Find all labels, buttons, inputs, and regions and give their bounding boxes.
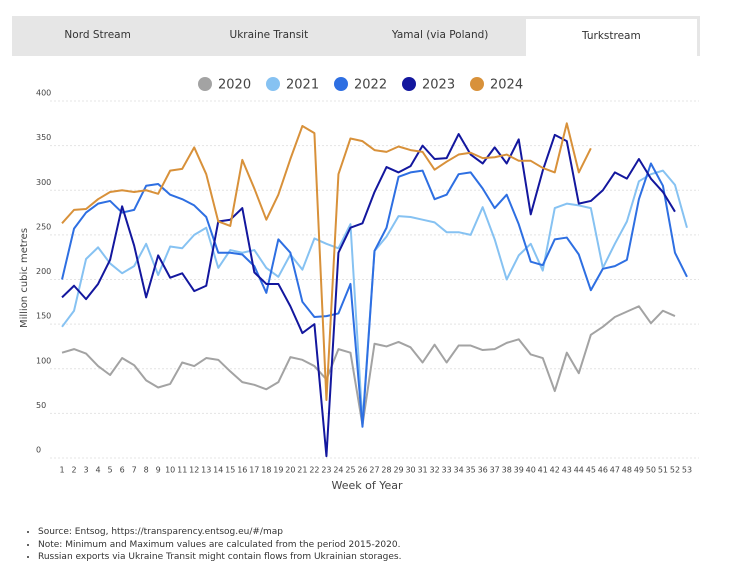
- x-tick-label: 25: [345, 466, 355, 475]
- series-line: [61, 122, 592, 401]
- x-tick-label: 22: [309, 466, 319, 475]
- x-tick-label: 41: [538, 466, 548, 475]
- x-tick-label: 42: [550, 466, 560, 475]
- x-tick-label: 46: [598, 466, 608, 475]
- x-tick-label: 1: [59, 466, 64, 475]
- y-tick-label: 350: [36, 133, 51, 142]
- x-tick-label: 9: [156, 466, 161, 475]
- x-tick-label: 12: [189, 466, 199, 475]
- legend-label: 2022: [354, 78, 387, 93]
- x-tick-label: 37: [490, 466, 500, 475]
- x-tick-label: 48: [622, 466, 632, 475]
- x-tick-label: 3: [84, 466, 89, 475]
- y-tick-label: 50: [36, 401, 46, 410]
- y-axis-label: Million cubic metres: [19, 228, 30, 328]
- x-tick-label: 16: [237, 466, 247, 475]
- x-tick-label: 5: [108, 466, 113, 475]
- legend-label: 2020: [218, 78, 251, 93]
- x-tick-label: 39: [514, 466, 524, 475]
- x-tick-label: 18: [261, 466, 271, 475]
- y-tick-label: 0: [36, 446, 41, 455]
- x-tick-label: 8: [144, 466, 149, 475]
- x-tick-label: 4: [96, 466, 101, 475]
- x-tick-label: 33: [442, 466, 452, 475]
- tab[interactable]: Yamal (via Poland): [391, 29, 489, 41]
- x-tick-label: 21: [297, 466, 307, 475]
- series-line: [61, 305, 676, 426]
- x-tick-label: 51: [658, 466, 668, 475]
- x-tick-label: 7: [132, 466, 137, 475]
- series-line: [61, 133, 676, 458]
- x-tick-label: 35: [466, 466, 476, 475]
- note: Note: Minimum and Maximum values are cal…: [38, 539, 401, 552]
- tab[interactable]: Ukraine Transit: [229, 29, 309, 41]
- x-tick-label: 2: [71, 466, 76, 475]
- note: Russian exports via Ukraine Transit migh…: [38, 551, 401, 564]
- x-tick-label: 23: [321, 466, 331, 475]
- legend-marker: [402, 77, 416, 91]
- x-tick-label: 28: [381, 466, 391, 475]
- x-tick-label: 24: [333, 466, 343, 475]
- legend-marker: [470, 77, 484, 91]
- y-tick-label: 250: [36, 222, 51, 231]
- x-tick-label: 17: [249, 466, 259, 475]
- x-tick-label: 26: [357, 466, 367, 475]
- x-tick-label: 36: [478, 466, 488, 475]
- legend-label: 2023: [422, 78, 455, 93]
- legend-label: 2024: [490, 78, 523, 93]
- x-tick-label: 50: [646, 466, 656, 475]
- x-tick-label: 47: [610, 466, 620, 475]
- y-tick-label: 400: [36, 89, 51, 98]
- y-tick-label: 100: [36, 356, 51, 365]
- note: Source: Entsog, https://transparency.ent…: [38, 526, 401, 539]
- x-tick-label: 13: [201, 466, 211, 475]
- y-tick-label: 150: [36, 312, 51, 321]
- x-tick-label: 34: [454, 466, 464, 475]
- x-tick-label: 27: [369, 466, 379, 475]
- x-tick-label: 29: [393, 466, 403, 475]
- series-line: [61, 162, 688, 428]
- x-tick-label: 11: [177, 466, 187, 475]
- x-tick-label: 14: [213, 466, 223, 475]
- legend-marker: [334, 77, 348, 91]
- x-tick-label: 31: [417, 466, 427, 475]
- x-tick-label: 43: [562, 466, 572, 475]
- x-tick-label: 6: [120, 466, 125, 475]
- x-tick-label: 52: [670, 466, 680, 475]
- notes: Source: Entsog, https://transparency.ent…: [24, 526, 401, 564]
- x-tick-label: 44: [574, 466, 584, 475]
- x-tick-label: 53: [682, 466, 692, 475]
- x-tick-label: 38: [502, 466, 512, 475]
- chart: Week of Year Million cubic metres 0 50 100…: [19, 77, 699, 492]
- legend-marker: [198, 77, 212, 91]
- x-tick-label: 45: [586, 466, 596, 475]
- legend-marker: [266, 77, 280, 91]
- tab-bar: Nord Stream Ukraine Transit Yamal (via Pol…: [12, 16, 700, 56]
- tab[interactable]: Nord Stream: [64, 29, 131, 41]
- series-line: [61, 169, 688, 424]
- x-tick-label: 32: [429, 466, 439, 475]
- y-tick-label: 300: [36, 178, 51, 187]
- x-axis-label: Week of Year: [331, 479, 402, 492]
- x-tick-label: 20: [285, 466, 295, 475]
- y-tick-label: 200: [36, 267, 51, 276]
- x-tick-label: 19: [273, 466, 283, 475]
- x-tick-label: 10: [165, 466, 175, 475]
- x-tick-label: 15: [225, 466, 235, 475]
- tab[interactable]: Turkstream: [525, 19, 697, 56]
- legend-label: 2021: [286, 78, 319, 93]
- x-tick-label: 40: [526, 466, 536, 475]
- x-tick-label: 30: [405, 466, 415, 475]
- x-tick-label: 49: [634, 466, 644, 475]
